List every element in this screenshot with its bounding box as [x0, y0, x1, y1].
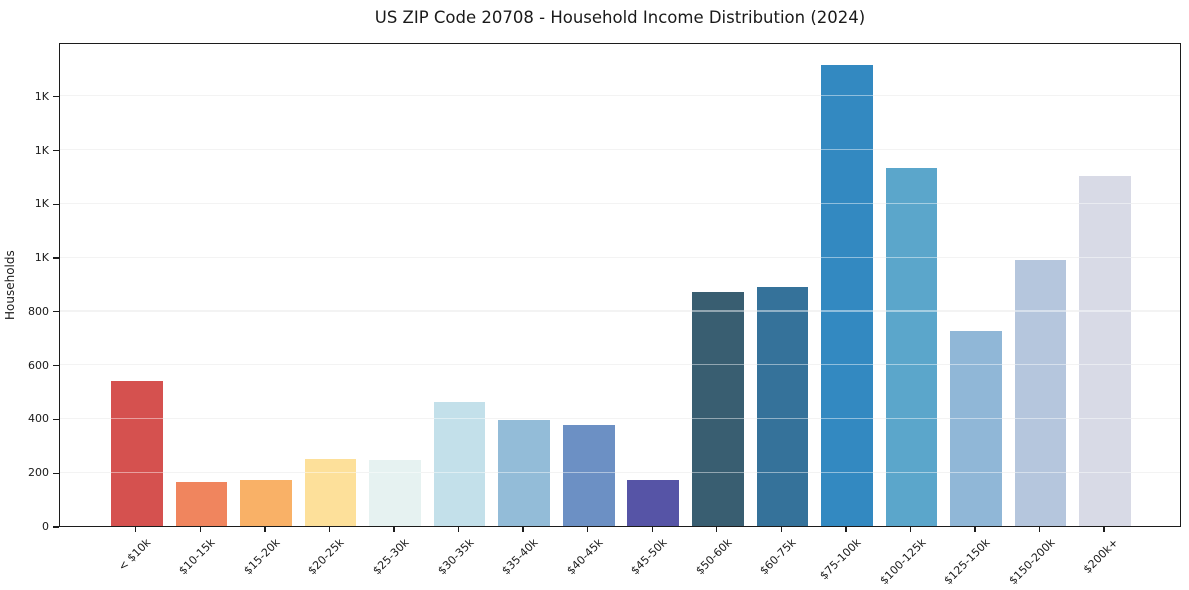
gridline-overlay [60, 256, 1180, 258]
x-tick [328, 527, 331, 532]
chart-title: US ZIP Code 20708 - Household Income Dis… [374, 8, 866, 27]
x-tick [716, 527, 718, 532]
y-tick-label: 400 [28, 412, 49, 426]
y-tick-label: 800 [28, 304, 49, 318]
x-tick-label: $40-45k [563, 536, 606, 578]
x-tick [1103, 527, 1105, 532]
x-tick [974, 527, 976, 532]
bar-$75-100k [821, 64, 873, 526]
y-tick-label: 1K [34, 89, 49, 103]
gridline [60, 364, 1180, 366]
gridline-overlay [60, 202, 1180, 204]
bar-$200k+ [1079, 176, 1131, 526]
gridline-overlay [60, 148, 1180, 151]
x-tick-label: $50-60k [693, 536, 735, 578]
gridline [60, 417, 1180, 420]
bar-$45-50k [627, 480, 680, 526]
y-tick [53, 311, 59, 313]
x-tick-label: $25-30k [370, 536, 412, 578]
bar-$15-20k [240, 480, 292, 526]
gridline [60, 471, 1180, 473]
bar-$10-15k [175, 481, 228, 526]
y-tick [53, 364, 59, 367]
x-tick [780, 527, 782, 532]
gridline-overlay [60, 95, 1180, 97]
x-tick-label: $35-40k [499, 536, 541, 578]
bar-$25-30k [369, 460, 421, 526]
x-tick-label: $75-100k [817, 536, 864, 583]
gridline-overlay [60, 471, 1180, 473]
bar-$125-150k [950, 331, 1002, 526]
x-tick-label: $15-20k [241, 536, 283, 578]
y-tick [53, 257, 59, 259]
x-tick [845, 527, 847, 532]
y-tick-label: 200 [28, 466, 49, 480]
y-tick-label: 1K [34, 197, 49, 211]
x-tick [199, 527, 201, 532]
y-tick-label: 1K [34, 143, 49, 157]
gridline-overlay [60, 417, 1180, 420]
x-tick [651, 527, 653, 532]
x-tick-label: < $10k [115, 536, 154, 574]
plot-area [59, 43, 1181, 527]
x-tick [135, 527, 137, 532]
x-tick [264, 527, 266, 532]
x-tick [909, 527, 912, 532]
x-tick-label: $60-75k [757, 536, 799, 578]
gridline [60, 310, 1180, 312]
gridline-overlay [60, 364, 1180, 366]
y-tick [53, 149, 59, 152]
x-tick [393, 527, 395, 532]
y-tick [53, 472, 59, 474]
x-tick-label: $20-25k [305, 536, 348, 578]
y-tick-label: 1K [34, 251, 49, 265]
bar-$60-75k [756, 286, 809, 526]
x-tick-label: $30-35k [434, 536, 477, 578]
x-tick-label: $45-50k [628, 536, 670, 578]
gridline [60, 95, 1180, 97]
x-tick [522, 527, 524, 532]
bar-$150-200k [1014, 259, 1067, 526]
gridline [60, 256, 1180, 258]
y-axis-label: Households [3, 250, 17, 320]
bar-$40-45k [562, 425, 615, 526]
y-tick [53, 203, 59, 205]
x-tick-label: $100-125k [876, 536, 929, 588]
x-tick [1038, 527, 1041, 532]
y-tick-label: 600 [28, 358, 49, 372]
y-tick [53, 526, 59, 528]
x-tick [457, 527, 460, 532]
gridline [60, 148, 1180, 151]
x-tick-label: $10-15k [176, 536, 218, 578]
x-tick-label: $125-150k [941, 536, 993, 588]
bar-$100-125k [885, 168, 938, 526]
bar-$20-25k [304, 458, 357, 526]
x-tick [587, 527, 589, 532]
gridline-overlay [60, 310, 1180, 312]
x-tick-label: $150-200k [1005, 536, 1058, 588]
y-tick [53, 418, 59, 421]
y-tick [53, 96, 59, 98]
gridline [60, 202, 1180, 204]
bar-< $10k [111, 380, 163, 526]
bar-$30-35k [433, 402, 486, 526]
y-tick-label: 0 [42, 520, 49, 533]
bar-$50-60k [692, 292, 744, 526]
bar-$35-40k [498, 419, 550, 526]
x-tick-label: $200k+ [1080, 536, 1121, 577]
